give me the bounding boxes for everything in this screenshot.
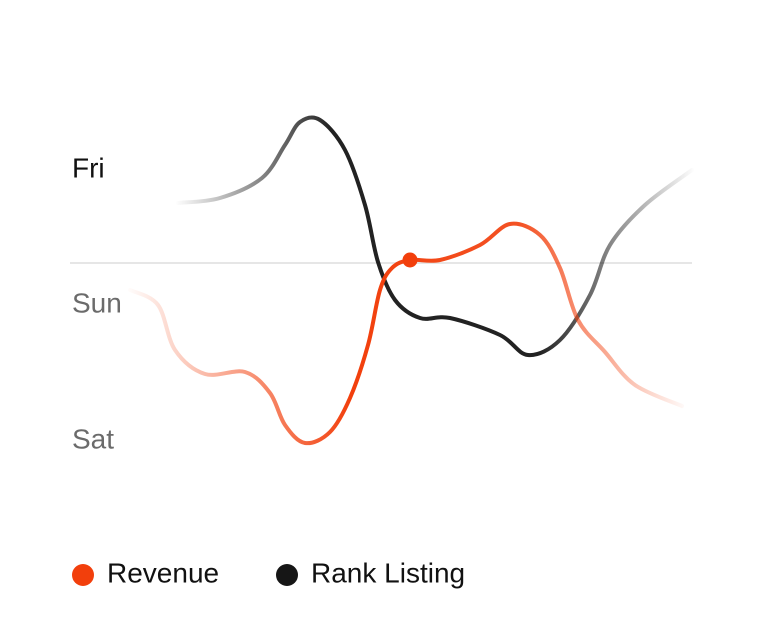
- legend-swatch: [72, 564, 94, 586]
- legend-label: Revenue: [107, 557, 219, 588]
- legend-label: Rank Listing: [311, 557, 465, 588]
- revenue-marker: [402, 252, 418, 268]
- rank-listing-curve: [176, 115, 694, 358]
- legend-swatch: [276, 564, 298, 586]
- axis-label: Fri: [72, 152, 105, 183]
- revenue-curve: [128, 221, 684, 446]
- axis-label: Sat: [72, 423, 114, 454]
- axis-label: Sun: [72, 287, 122, 318]
